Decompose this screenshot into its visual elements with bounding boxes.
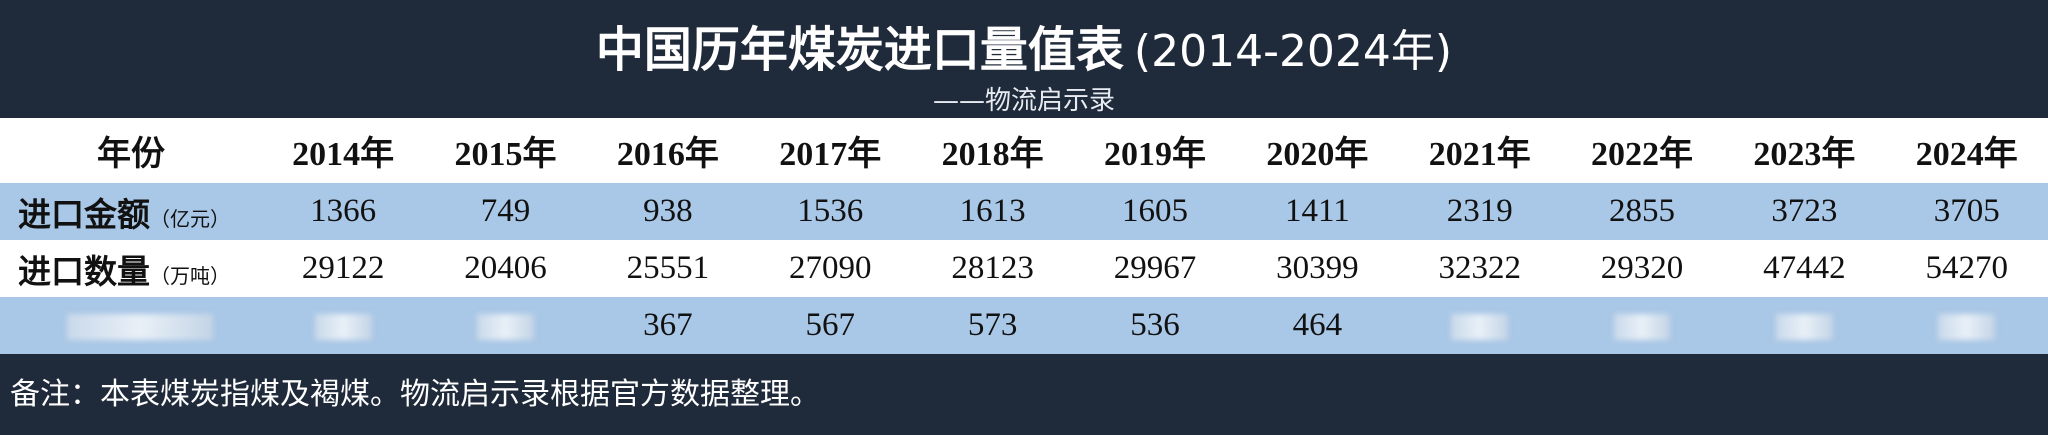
cell — [1560, 297, 1724, 354]
cell: 1536 — [749, 183, 912, 240]
row-label-cell: 进口数量（万吨） — [0, 240, 262, 297]
column-header: 2016年 — [586, 118, 750, 183]
cell: 25551 — [586, 240, 750, 297]
cell: 28123 — [911, 240, 1074, 297]
table-row: 进口金额（亿元） 1366 749 938 1536 1613 1605 1411 2319 28… — [0, 183, 2048, 240]
column-header: 2014年 — [262, 118, 425, 183]
column-header: 2021年 — [1398, 118, 1561, 183]
row-unit: （万吨） — [150, 265, 230, 288]
cell: 2855 — [1560, 183, 1724, 240]
subtitle: ——物流启示录 — [932, 86, 1115, 116]
blurred-cell — [1776, 314, 1833, 341]
column-header: 2023年 — [1723, 118, 1886, 183]
cell: 1411 — [1236, 183, 1399, 240]
table-row: 367 567 573 536 464 — [0, 297, 2048, 354]
cell — [424, 297, 587, 354]
blurred-cell — [477, 314, 534, 341]
column-header: 2020年 — [1236, 118, 1399, 183]
cell: 749 — [424, 183, 587, 240]
column-header: 年份 — [0, 118, 262, 183]
cell: 1613 — [911, 183, 1074, 240]
cell: 3723 — [1723, 183, 1886, 240]
blurred-cell — [1451, 314, 1509, 341]
cell: 29122 — [262, 240, 425, 297]
row-unit: （亿元） — [150, 208, 230, 231]
cell: 27090 — [749, 240, 912, 297]
row-label-cell — [0, 297, 262, 354]
title-bar: 中国历年煤炭进口量值表 (2014-2024年) ——物流启示录 — [0, 0, 2048, 118]
cell — [1723, 297, 1886, 354]
cell — [1885, 297, 2048, 354]
cell: 536 — [1073, 297, 1237, 354]
blurred-cell — [314, 314, 372, 341]
cell: 32322 — [1398, 240, 1561, 297]
row-label: 进口数量 — [18, 251, 150, 291]
title-suffix: (2014-2024年) — [1133, 26, 1453, 77]
cell: 30399 — [1236, 240, 1399, 297]
column-header: 2017年 — [749, 118, 912, 183]
row-label: 进口金额 — [18, 194, 150, 234]
column-header: 2015年 — [424, 118, 587, 183]
cell: 54270 — [1885, 240, 2048, 297]
blurred-cell — [66, 314, 214, 341]
cell: 1366 — [262, 183, 425, 240]
blurred-cell — [1938, 314, 1996, 341]
cell: 20406 — [424, 240, 587, 297]
footer-note: 备注：本表煤炭指煤及褐煤。物流启示录根据官方数据整理。 — [10, 377, 820, 412]
cell — [1398, 297, 1561, 354]
cell: 29967 — [1073, 240, 1237, 297]
cell: 367 — [586, 297, 750, 354]
data-table: 年份 2014年 2015年 2016年 2017年 2018年 2019年 2020年 202… — [0, 118, 2048, 354]
cell: 3705 — [1885, 183, 2048, 240]
header-row: 年份 2014年 2015年 2016年 2017年 2018年 2019年 2020年 202… — [0, 118, 2048, 183]
cell: 464 — [1236, 297, 1399, 354]
cell: 1605 — [1073, 183, 1237, 240]
cell — [262, 297, 425, 354]
cell: 567 — [749, 297, 912, 354]
column-header: 2022年 — [1560, 118, 1724, 183]
cell: 573 — [911, 297, 1074, 354]
column-header: 2019年 — [1073, 118, 1237, 183]
cell: 47442 — [1723, 240, 1886, 297]
row-label-cell: 进口金额（亿元） — [0, 183, 262, 240]
cell: 2319 — [1398, 183, 1561, 240]
column-header: 2024年 — [1885, 118, 2048, 183]
cell: 938 — [586, 183, 750, 240]
title: 中国历年煤炭进口量值表 (2014-2024年) — [0, 10, 2048, 80]
column-header: 2018年 — [911, 118, 1074, 183]
table-row: 进口数量（万吨） 29122 20406 25551 27090 28123 29967 30… — [0, 240, 2048, 297]
cell: 29320 — [1560, 240, 1724, 297]
title-main: 中国历年煤炭进口量值表 — [595, 22, 1124, 78]
blurred-cell — [1613, 314, 1671, 341]
